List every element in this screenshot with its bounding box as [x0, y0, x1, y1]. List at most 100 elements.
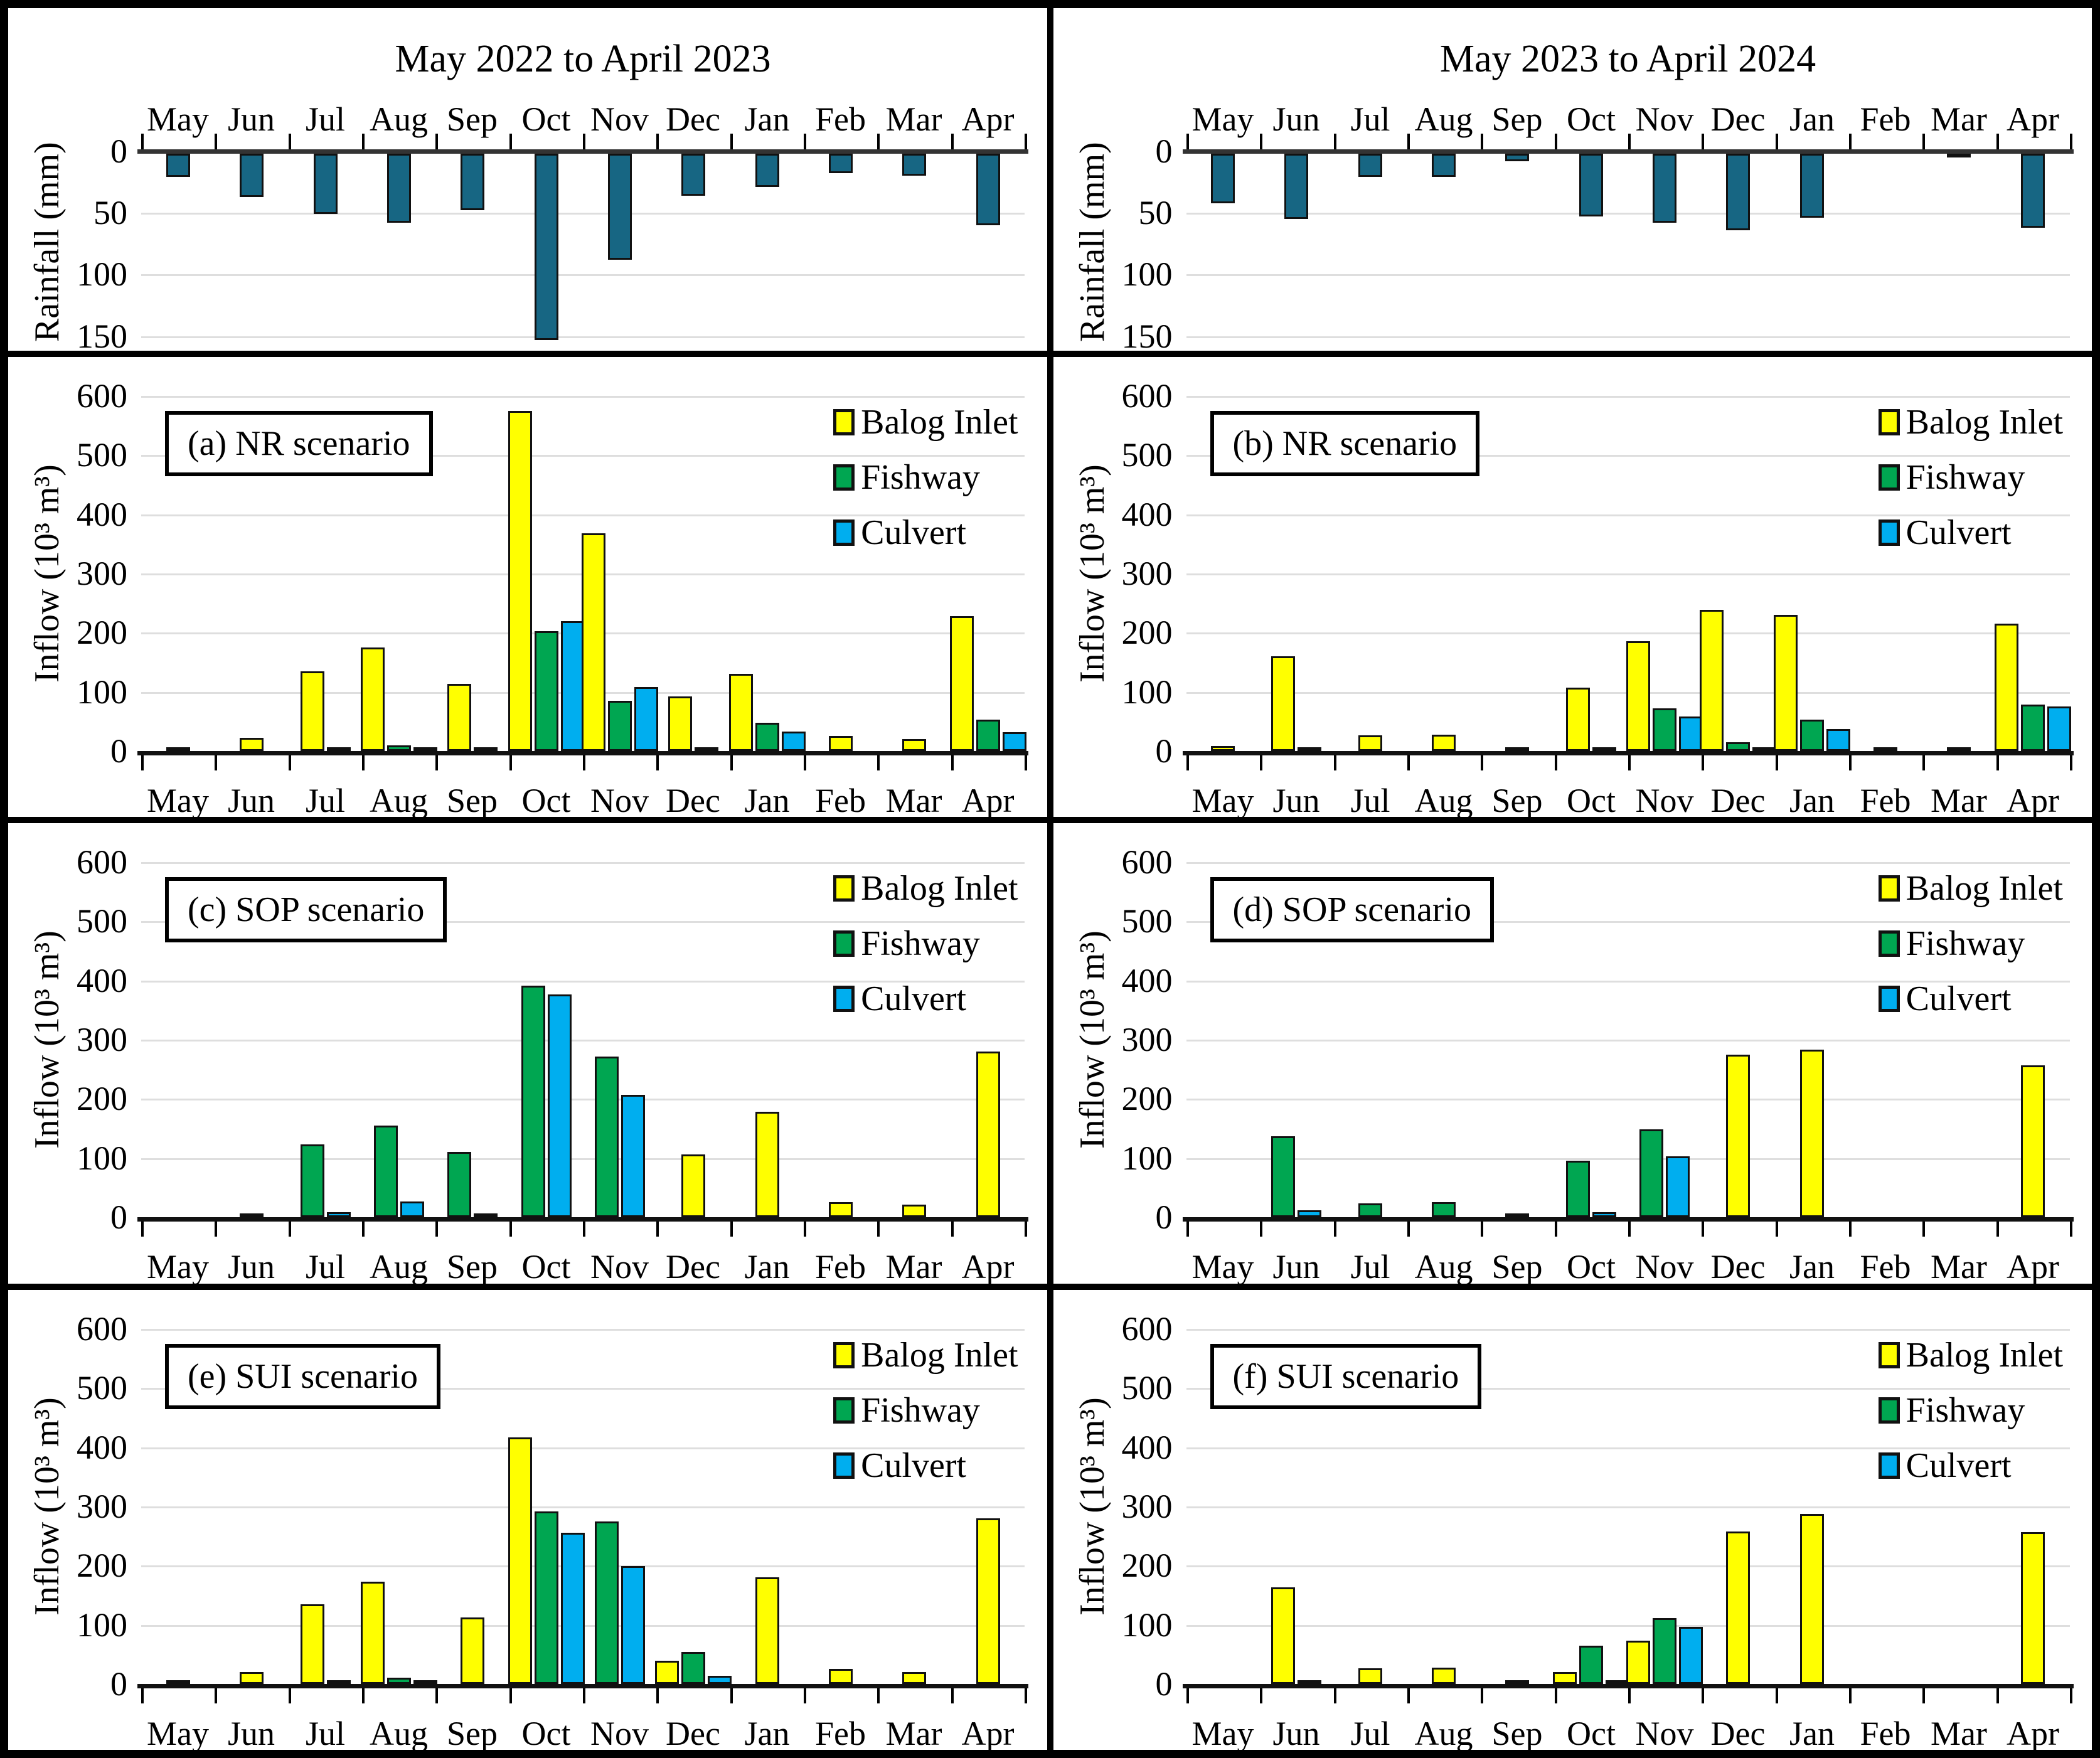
x-axis-tick	[2069, 755, 2072, 770]
x-axis-tick	[730, 1222, 733, 1237]
x-axis-month-label: Feb	[1860, 782, 1911, 819]
bar-balog-inlet-apr	[1995, 624, 2018, 751]
gridline-400	[141, 1447, 1025, 1449]
bar-balog-inlet-mar	[1947, 747, 1971, 751]
x-axis-month-label: Dec	[1710, 1248, 1766, 1286]
panel-c-sop-scenario: 0 100 200 300 400 500 600 May Jun Jul Aug Sep Oct Nov…	[5, 820, 1050, 1287]
bar-group-may	[141, 862, 215, 1217]
legend-swatch	[1878, 930, 1900, 957]
x-axis-tick	[730, 134, 733, 149]
x-axis-tick	[1996, 1688, 1999, 1703]
legend-item-fishway: Fishway	[833, 926, 1018, 961]
x-axis-month-label: Jan	[1789, 100, 1835, 138]
y-axis-tick-label: 400	[77, 496, 127, 533]
y-axis-tick-label: 0	[110, 732, 127, 770]
x-axis-month-label: May	[1191, 782, 1254, 819]
legend-label: Balog Inlet	[1905, 403, 2063, 442]
bar-rainfall-jul	[313, 154, 338, 214]
x-axis-month-label: Jun	[1272, 782, 1320, 819]
y-axis-tick-label: 500	[1121, 902, 1173, 940]
bar-fishway-apr	[2021, 705, 2045, 751]
x-axis-tick	[1025, 1688, 1027, 1703]
x-axis-tick	[215, 134, 217, 149]
x-axis-month-label: Sep	[447, 100, 498, 138]
bar-culvert-dec	[1752, 747, 1776, 751]
bar-rainfall-jan	[1800, 154, 1824, 218]
bar-group-feb	[804, 396, 877, 751]
y-axis-tick-label: 200	[1121, 614, 1173, 651]
bar-group-nov	[1628, 154, 1702, 351]
gridline-400	[1186, 514, 2070, 516]
y-axis-title: Inflow (10³ m³)	[28, 1397, 67, 1616]
y-axis-tick-label: 50	[93, 194, 127, 232]
bar-group-jul	[1334, 396, 1407, 751]
x-axis-month-label: Mar	[885, 100, 942, 138]
x-axis-month-label: Nov	[590, 1248, 649, 1286]
bar-group-dec	[1700, 396, 1776, 751]
x-axis-month-label: Mar	[1931, 1714, 1987, 1752]
x-axis-tick	[1554, 1222, 1557, 1237]
legend-label: Fishway	[861, 924, 980, 964]
x-axis-tick	[1922, 1688, 1925, 1703]
legend-swatch	[833, 930, 855, 957]
bar-culvert-oct	[1592, 1212, 1616, 1218]
panel-a-nr-scenario: 0 100 200 300 400 500 600 May Jun Jul Aug Sep Oct Nov…	[5, 354, 1050, 821]
x-axis-tick	[362, 1222, 365, 1237]
x-axis-month-label: Jul	[1350, 1248, 1390, 1286]
legend-item-fishway: Fishway	[833, 1393, 1018, 1428]
x-axis-month-label: Apr	[961, 1248, 1015, 1286]
bar-group-apr	[951, 154, 1025, 351]
x-axis-tick	[951, 755, 954, 770]
bar-balog-inlet-apr	[976, 1518, 1000, 1684]
bar-group-jan	[730, 862, 804, 1218]
bar-group-apr	[1996, 1329, 2070, 1684]
bar-fishway-jun	[239, 1213, 264, 1218]
x-axis-month-label: Aug	[370, 1714, 428, 1752]
bar-rainfall-apr	[2021, 154, 2045, 228]
bar-group-aug	[360, 396, 437, 751]
x-axis-tick	[583, 1222, 585, 1237]
x-axis-tick	[289, 755, 291, 770]
legend-label: Culvert	[1905, 1446, 2012, 1485]
x-axis-line	[137, 751, 1028, 755]
bar-balog-inlet-sep	[1505, 1680, 1529, 1684]
bar-fishway-nov	[594, 1521, 619, 1684]
y-axis-tick-label: 400	[1121, 1428, 1173, 1466]
legend-swatch	[833, 464, 855, 491]
bar-balog-inlet-nov	[1626, 641, 1650, 751]
x-axis-tick	[877, 1688, 880, 1703]
bar-rainfall-aug	[1432, 154, 1456, 177]
legend-label: Balog Inlet	[1905, 1335, 2063, 1375]
x-axis-tick	[289, 1688, 291, 1703]
bar-group-sep	[1481, 154, 1554, 351]
panel-d-sop-scenario: 0 100 200 300 400 500 600 May Jun Jul Aug Sep Oct Nov…	[1050, 820, 2095, 1287]
x-axis-tick	[1775, 1688, 1778, 1703]
gridline-200	[1186, 1099, 2070, 1101]
x-axis-tick	[215, 1688, 217, 1703]
x-axis-month-label: Sep	[447, 782, 498, 819]
x-axis-tick	[1996, 755, 1999, 770]
bar-group-apr	[951, 1329, 1025, 1684]
gridline-600	[1186, 396, 2070, 398]
y-axis-tick-label: 600	[1121, 1309, 1173, 1348]
bar-group-oct	[509, 862, 583, 1218]
x-axis-tick	[1628, 755, 1631, 770]
x-axis-tick	[583, 755, 585, 770]
bar-group-apr	[951, 862, 1025, 1218]
bar-culvert-nov	[621, 1565, 645, 1684]
bar-group-feb	[804, 862, 877, 1218]
x-axis-tick	[1775, 755, 1778, 770]
x-axis-tick	[435, 134, 438, 149]
x-axis-tick	[1186, 1222, 1189, 1237]
bar-balog-inlet-dec	[1700, 610, 1724, 751]
x-axis-month-label: Aug	[1414, 782, 1473, 819]
gridline-100	[141, 1158, 1025, 1161]
gridline-200	[1186, 632, 2070, 634]
x-axis-line	[1182, 751, 2074, 755]
x-axis-tick	[1407, 1688, 1410, 1703]
bar-rainfall-jun	[1284, 154, 1308, 219]
bar-rainfall-nov	[607, 154, 632, 260]
bar-fishway-jun	[1271, 1136, 1295, 1218]
x-axis-month-label: Aug	[1414, 100, 1473, 138]
